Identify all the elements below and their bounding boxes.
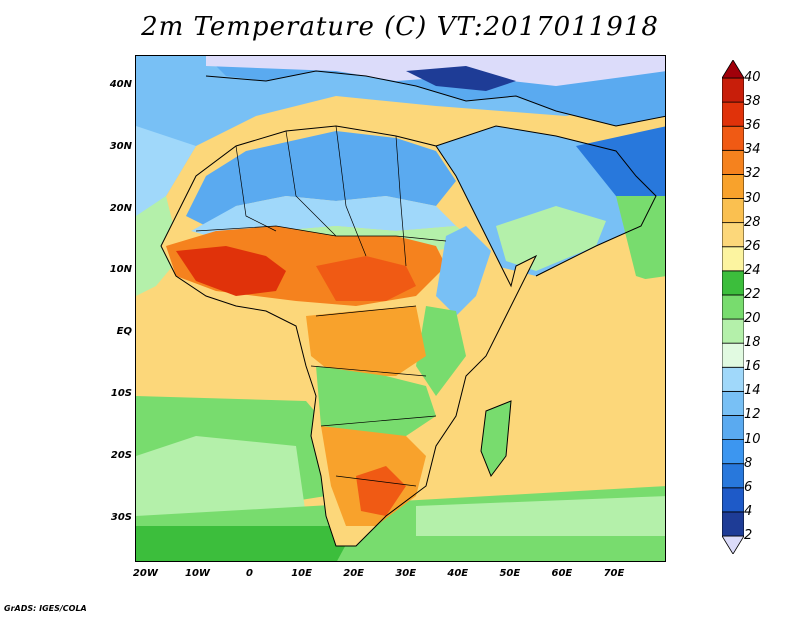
central-africa-hot (316, 256, 416, 301)
x-axis-label: 40E (447, 568, 469, 579)
colorbar-box (722, 511, 744, 537)
y-axis-label: 20S (110, 449, 132, 461)
colorbar-box (722, 342, 744, 368)
great-lakes-green (416, 306, 466, 396)
y-axis-label: 20N (109, 202, 132, 214)
colorbar-box (722, 222, 744, 248)
x-axis-label: 10W (184, 568, 210, 579)
colorbar-box (722, 294, 744, 320)
colorbar-top-triangle (722, 60, 744, 79)
colorbar-box (722, 198, 744, 224)
colorbar-label: 18 (744, 335, 761, 351)
colorbar-label: 38 (744, 94, 761, 110)
colorbar-label: 20 (744, 311, 761, 327)
map-canvas (136, 56, 665, 561)
black-sea-cold (406, 66, 516, 91)
west-africa-hottest (176, 246, 286, 296)
colorbar-label: 2 (744, 528, 753, 543)
colorbar (722, 60, 744, 554)
colorbar-box (722, 101, 744, 127)
colorbar-box (722, 149, 744, 175)
ethiopia-cool (436, 226, 491, 316)
colorbar-label: 24 (744, 262, 761, 278)
colorbar-box (722, 174, 744, 199)
colorbar-label: 26 (744, 238, 761, 254)
colorbar-box (722, 77, 744, 103)
colorbar-box (722, 246, 744, 272)
arabia-coast (435, 125, 657, 277)
colorbar-label: 22 (744, 286, 761, 302)
y-axis-label: EQ (116, 326, 132, 338)
y-axis-label: 40N (109, 78, 132, 90)
x-axis-label: 50E (499, 568, 521, 579)
colorbar-bottom-triangle (722, 535, 744, 554)
country-borders (195, 125, 447, 487)
y-axis-label: 10N (109, 264, 132, 276)
colorbar-label: 32 (744, 166, 761, 182)
india-green (616, 196, 665, 286)
colorbar-label: 36 (744, 118, 761, 134)
colorbar-label: 30 (744, 190, 761, 206)
colorbar-label: 4 (744, 503, 753, 519)
colorbar-box (722, 463, 744, 489)
colorbar-label: 6 (744, 479, 753, 495)
sahara-blue (186, 131, 456, 226)
grads-credit: GrADS: IGES/COLA (4, 604, 87, 613)
colorbar-label: 34 (744, 142, 761, 158)
chart-title: 2m Temperature (C) VT:2017011918 (141, 12, 659, 42)
south-dark-green (136, 526, 356, 561)
atlantic-green-band (136, 196, 181, 296)
colorbar-box (722, 270, 744, 296)
colorbar-label: 8 (744, 455, 753, 471)
y-axis-label: 10S (110, 388, 132, 400)
colorbar-box (722, 318, 744, 344)
africa-coastline (160, 125, 538, 547)
madagascar-coast (480, 400, 512, 478)
colorbar-label: 14 (744, 383, 761, 399)
colorbar-label: 12 (744, 407, 761, 423)
colorbar-box (722, 439, 744, 465)
colorbar-box (722, 487, 744, 513)
colorbar-label: 40 (744, 70, 761, 85)
colorbar-box (722, 125, 744, 151)
x-axis-label: 30E (395, 568, 417, 579)
arabian-sea-warm (516, 276, 665, 406)
x-axis-label: 20E (343, 568, 365, 579)
x-axis-label: 60E (551, 568, 573, 579)
x-axis-label: 20W (132, 568, 158, 579)
colorbar-label: 28 (744, 214, 761, 230)
colorbar-box (722, 390, 744, 416)
x-axis-label: 70E (603, 568, 625, 579)
arabia-south-green (496, 206, 606, 271)
colorbar-box (722, 415, 744, 440)
x-axis-label: 0 (246, 568, 253, 579)
colorbar-box (722, 366, 744, 392)
colorbar-label: 16 (744, 359, 761, 375)
colorbar-label: 10 (744, 431, 761, 447)
temperature-map (135, 55, 666, 562)
europe-coast (205, 70, 665, 127)
y-axis-label: 30N (109, 140, 132, 152)
kalahari-hot (356, 466, 406, 516)
x-axis-label: 10E (291, 568, 312, 579)
madagascar (481, 401, 511, 476)
atlantic-cool-band (136, 126, 196, 226)
indian-south-light (416, 496, 665, 536)
y-axis-label: 30S (110, 511, 132, 523)
congo-warm (306, 306, 426, 376)
